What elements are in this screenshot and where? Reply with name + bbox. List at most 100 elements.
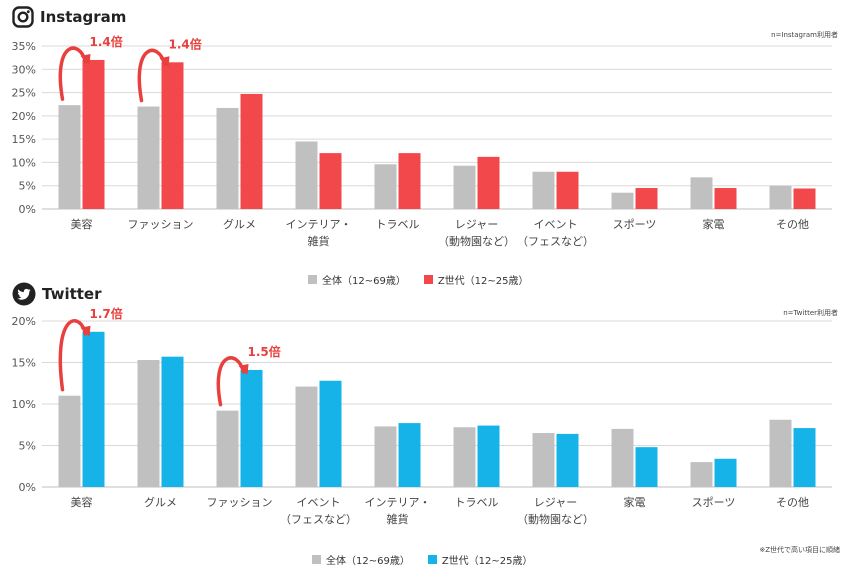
- twitter-icon: [12, 282, 36, 306]
- x-category-label: 家電: [703, 217, 725, 231]
- twitter-panel-title: Twitter: [12, 282, 102, 306]
- instagram-panel-title: Instagram: [12, 6, 126, 28]
- legend-label-genz: Z世代（12~25歳）: [437, 276, 529, 287]
- bar-all: [295, 141, 318, 209]
- legend-label-all: 全体（12~69歳）: [326, 556, 410, 567]
- y-tick-label: 15%: [12, 133, 36, 146]
- y-tick-label: 20%: [12, 315, 36, 328]
- twitter-sample-note: n=Twitter利用者: [783, 309, 838, 317]
- y-tick-label: 10%: [12, 398, 36, 411]
- twitter-footnote: ※Z世代で高い項目に順緒: [759, 546, 840, 554]
- bar-genz: [398, 423, 421, 487]
- x-category-label: イベント: [534, 218, 578, 231]
- ratio-arrow: [137, 48, 167, 103]
- bar-all: [690, 177, 713, 209]
- y-tick-label: 30%: [12, 63, 36, 76]
- bar-all: [58, 105, 81, 209]
- x-category-label: スポーツ: [613, 218, 657, 231]
- bar-all: [137, 360, 160, 487]
- y-tick-label: 15%: [12, 357, 36, 370]
- x-category-label: レジャー: [455, 218, 498, 231]
- ratio-arrowhead: [159, 56, 170, 68]
- bar-all: [453, 427, 476, 487]
- x-category-label: （フェスなど）: [517, 235, 594, 248]
- x-category-label: ファッション: [207, 496, 273, 509]
- bar-genz: [240, 369, 263, 487]
- ratio-arrowhead: [80, 325, 91, 337]
- bar-all: [769, 185, 792, 209]
- legend-label-all: 全体（12~69歳）: [322, 276, 406, 287]
- bar-genz: [477, 425, 500, 487]
- bar-genz: [714, 458, 737, 487]
- bar-genz: [398, 153, 421, 209]
- legend-item-all: 全体（12~69歳）: [308, 272, 406, 287]
- legend-swatch-all: [308, 275, 317, 284]
- ratio-arrowhead: [238, 363, 249, 375]
- ratio-arrow: [58, 46, 88, 101]
- ratio-annotation: 1.4倍: [90, 34, 123, 49]
- legend-item-genz: Z世代（12~25歳）: [423, 272, 529, 287]
- bar-genz: [161, 356, 184, 487]
- x-category-label: スポーツ: [692, 496, 736, 509]
- y-tick-label: 25%: [12, 87, 36, 100]
- bar-genz: [161, 62, 184, 209]
- x-category-label: （動物園など）: [517, 512, 594, 526]
- x-category-label: 雑貨: [387, 512, 409, 526]
- x-category-label: インテリア・: [286, 218, 352, 231]
- x-category-label: インテリア・: [365, 496, 431, 509]
- y-tick-label: 10%: [12, 156, 36, 169]
- y-tick-label: 0%: [19, 203, 36, 216]
- legend-swatch-genz: [427, 555, 437, 564]
- y-tick-label: 5%: [19, 440, 36, 453]
- legend-label-genz: Z世代（12~25歳）: [441, 556, 533, 567]
- bar-genz: [477, 156, 500, 209]
- bar-all: [295, 386, 318, 487]
- bar-genz: [82, 59, 105, 209]
- y-tick-label: 35%: [12, 40, 36, 53]
- legend-swatch-all: [312, 555, 321, 564]
- bar-genz: [793, 188, 816, 209]
- ratio-arrowhead: [80, 53, 91, 65]
- x-category-label: 美容: [71, 217, 93, 231]
- bar-genz: [714, 188, 737, 209]
- x-category-label: （動物園など）: [438, 234, 515, 248]
- ratio-annotation: 1.4倍: [169, 36, 202, 51]
- bar-genz: [319, 380, 342, 487]
- bar-genz: [793, 428, 816, 487]
- bar-all: [137, 106, 160, 209]
- bar-all: [769, 419, 792, 487]
- bar-all: [216, 107, 239, 209]
- bar-all: [58, 395, 81, 487]
- legend-item-genz: Z世代（12~25歳）: [427, 552, 533, 567]
- twitter-bar-chart: 0% 5% 10% 15% 20% 美容 グルメ ファッション イベント （フェスなど） インテリア…: [12, 306, 832, 526]
- bar-all: [216, 410, 239, 487]
- instagram-legend: 全体（12~69歳） Z世代（12~25歳）: [308, 272, 529, 287]
- x-category-label: 家電: [624, 495, 646, 509]
- x-category-label: （フェスなど）: [280, 513, 357, 526]
- x-category-label: トラベル: [455, 496, 499, 509]
- y-tick-label: 5%: [19, 180, 36, 193]
- bar-genz: [82, 331, 105, 487]
- y-tick-label: 0%: [19, 481, 36, 494]
- bar-genz: [556, 433, 579, 487]
- x-category-label: イベント: [297, 496, 341, 509]
- bar-genz: [635, 188, 658, 209]
- y-tick-label: 20%: [12, 110, 36, 123]
- x-category-label: 美容: [71, 495, 93, 509]
- twitter-legend: 全体（12~69歳） Z世代（12~25歳）: [312, 552, 533, 567]
- bar-all: [532, 171, 555, 209]
- bar-genz: [240, 93, 263, 209]
- ratio-annotation: 1.7倍: [90, 306, 123, 321]
- bar-all: [374, 164, 397, 209]
- bar-all: [611, 192, 634, 209]
- x-category-label: トラベル: [376, 218, 420, 231]
- x-category-label: ファッション: [128, 218, 194, 231]
- instagram-bar-chart: 0% 5% 10% 15% 20% 25% 30% 35% 美容 ファッション グルメ インテリア・雑…: [12, 34, 832, 248]
- bar-all: [453, 165, 476, 209]
- ratio-arrow: [216, 356, 246, 407]
- x-category-label: レジャー: [534, 496, 577, 509]
- ratio-annotation: 1.5倍: [248, 344, 281, 359]
- ratio-arrow: [58, 319, 88, 392]
- legend-item-all: 全体（12~69歳）: [312, 552, 410, 567]
- x-category-label: 雑貨: [308, 234, 330, 248]
